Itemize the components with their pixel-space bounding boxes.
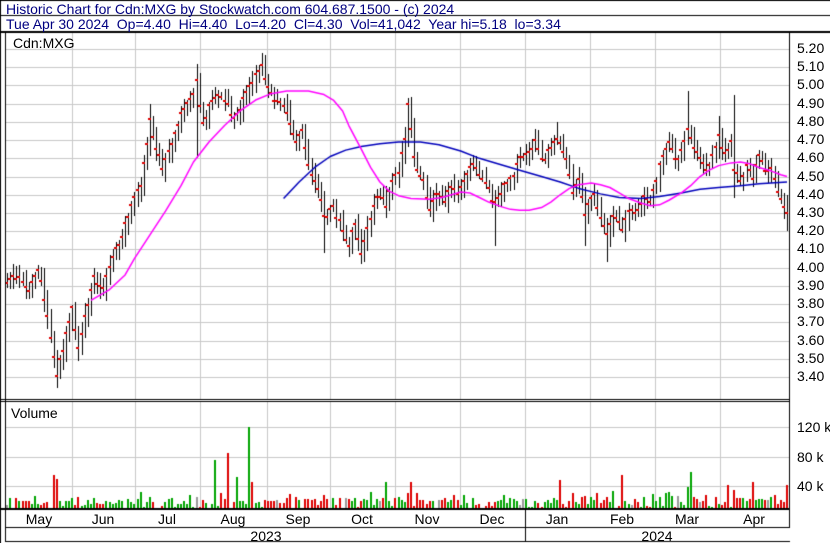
month-label: Mar bbox=[674, 511, 700, 527]
price-axis-label: 4.50 bbox=[797, 168, 825, 184]
price-axis-label: 3.50 bbox=[797, 350, 825, 366]
price-axis-label: 3.90 bbox=[797, 277, 825, 293]
price-axis-label: 4.20 bbox=[797, 222, 825, 238]
month-label: Jan bbox=[545, 511, 569, 527]
month-label: Sep bbox=[285, 511, 311, 527]
month-label: Oct bbox=[351, 511, 373, 527]
symbol-label: Cdn:MXG bbox=[13, 35, 75, 51]
month-label: Dec bbox=[479, 511, 505, 527]
price-axis-label: 4.70 bbox=[797, 131, 825, 147]
month-label: Apr bbox=[743, 511, 765, 527]
price-axis-label: 4.90 bbox=[797, 95, 825, 111]
year-label: 2023 bbox=[250, 528, 282, 543]
volume-axis-label: 120 k bbox=[797, 419, 830, 435]
month-label: Nov bbox=[414, 511, 440, 527]
month-label: Jul bbox=[158, 511, 176, 527]
price-axis-label: 4.10 bbox=[797, 240, 825, 256]
price-axis-label: 3.80 bbox=[797, 295, 825, 311]
year-label: 2024 bbox=[641, 528, 673, 543]
price-axis-label: 4.00 bbox=[797, 259, 825, 275]
price-axis-label: 5.10 bbox=[797, 58, 825, 74]
chart-title: Historic Chart for Cdn:MXG by Stockwatch… bbox=[6, 1, 455, 17]
price-axis-label: 4.40 bbox=[797, 186, 825, 202]
quote-summary-line: Tue Apr 30 2024 Op=4.40 Hi=4.40 Lo=4.20 … bbox=[6, 16, 561, 32]
price-axis-label: 3.60 bbox=[797, 332, 825, 348]
price-axis-label: 3.70 bbox=[797, 313, 825, 329]
month-label: Jun bbox=[91, 511, 115, 527]
month-label: Aug bbox=[220, 511, 246, 527]
volume-axis-label: 40 k bbox=[797, 478, 824, 494]
price-axis-label: 4.80 bbox=[797, 113, 825, 129]
volume-pane-label: Volume bbox=[11, 405, 58, 421]
price-axis-label: 3.40 bbox=[797, 368, 825, 384]
price-axis-label: 4.60 bbox=[797, 149, 825, 165]
price-axis-label: 4.30 bbox=[797, 204, 825, 220]
price-axis-label: 5.20 bbox=[797, 40, 825, 56]
price-axis-label: 5.00 bbox=[797, 76, 825, 92]
month-label: Feb bbox=[609, 511, 635, 527]
volume-axis-label: 80 k bbox=[797, 449, 824, 465]
month-label: May bbox=[25, 511, 53, 527]
